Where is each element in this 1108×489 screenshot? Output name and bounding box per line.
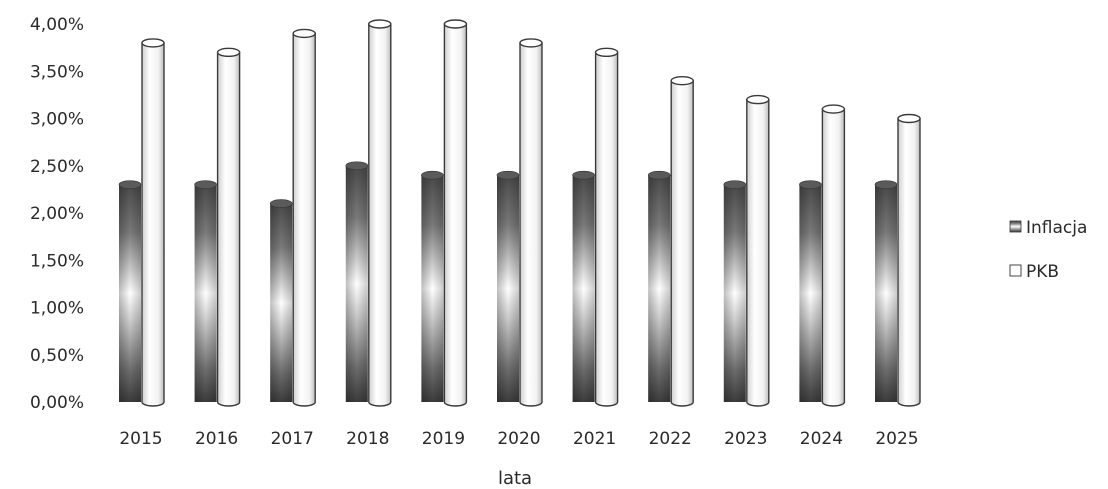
legend-item-inflacja: Inflacja: [1009, 218, 1087, 238]
bar-pkb-body: [443, 23, 468, 407]
bar-pkb-body: [594, 51, 619, 407]
bar-inflacja-shade: [572, 175, 595, 402]
y-tick-label: 2,00%: [30, 204, 84, 224]
bar-inflacja: [874, 180, 898, 402]
y-tick-label: 4,00%: [30, 15, 84, 35]
bar-inflacja-shade: [497, 175, 519, 402]
bar-inflacja: [194, 180, 217, 402]
bar-pkb: [292, 28, 316, 407]
bar-pkb-top: [141, 38, 165, 48]
bar-pkb: [670, 75, 694, 407]
bar-pkb: [216, 47, 241, 407]
legend-swatch-inflacja: [1009, 220, 1022, 233]
bar-inflacja-shade: [119, 184, 141, 402]
bar-pkb-top: [897, 113, 921, 124]
bar-pkb-body: [519, 42, 543, 407]
bar-inflacja-shade: [194, 184, 217, 402]
bar-inflacja: [647, 170, 671, 402]
x-tick-label: 2025: [875, 429, 918, 449]
legend: Inflacja PKB: [1009, 218, 1087, 282]
bar-pkb-top: [292, 28, 316, 39]
bar-inflacja-top: [118, 180, 142, 189]
bar-inflacja: [269, 199, 293, 402]
bar-inflacja: [799, 180, 822, 402]
y-axis: 0,00% 0,50% 1,00% 1,50% 2,00% 2,50% 3,00% 3,50%…: [30, 15, 84, 413]
bar-inflacja: [723, 180, 747, 402]
bar-pkb: [594, 47, 619, 407]
x-tick-label: 2022: [649, 429, 692, 449]
bar-inflacja-shade: [723, 184, 746, 402]
y-tick-label: 0,00%: [30, 393, 84, 413]
x-tick-label: 2017: [271, 429, 314, 449]
x-tick-label: 2018: [346, 429, 389, 449]
bar-pkb-body: [216, 51, 241, 407]
y-tick-label: 3,00%: [30, 110, 84, 130]
x-tick-label: 2021: [573, 429, 616, 449]
bar-inflacja-top: [874, 180, 898, 189]
bar-pkb-body: [292, 32, 316, 407]
y-tick-label: 1,00%: [30, 299, 84, 319]
bar-inflacja-shade: [648, 175, 671, 402]
bar-inflacja-top: [572, 170, 595, 180]
y-tick-label: 0,50%: [30, 346, 84, 366]
bar-pkb: [746, 94, 770, 407]
x-axis-title: lata: [498, 468, 532, 489]
bar-inflacja-shade: [421, 175, 444, 402]
legend-label-inflacja: Inflacja: [1026, 218, 1087, 238]
bar-pkb-top: [821, 104, 846, 114]
bar-inflacja-top: [421, 170, 444, 180]
bar-pkb-body: [746, 98, 770, 407]
bar-pkb: [897, 113, 921, 407]
bar-inflacja: [345, 161, 369, 402]
bar-inflacja-top: [647, 170, 671, 180]
bar-inflacja-top: [723, 180, 747, 189]
bar-pkb: [443, 19, 468, 407]
bar-pkb-body: [821, 108, 846, 407]
bar-inflacja-top: [496, 170, 520, 180]
bar-inflacja-top: [269, 199, 293, 208]
bar-pkb-top: [594, 47, 619, 58]
bar-pkb-top: [519, 38, 543, 48]
bar-inflacja-top: [799, 180, 822, 189]
bar-pkb-top: [670, 75, 694, 86]
y-tick-label: 1,50%: [30, 251, 84, 271]
bar-inflacja-top: [345, 161, 369, 171]
bar-pkb-body: [141, 42, 165, 407]
x-tick-label: 2020: [497, 429, 540, 449]
bar-pkb-top: [443, 19, 468, 29]
bar-pkb-top: [368, 19, 392, 29]
bar-inflacja-shade: [270, 203, 293, 402]
bar-pkb: [368, 19, 392, 407]
x-tick-label: 2015: [119, 429, 162, 449]
y-tick-label: 3,50%: [30, 62, 84, 82]
x-tick-label: 2019: [422, 429, 465, 449]
bar-pkb-body: [897, 117, 921, 407]
bar-inflacja-shade: [345, 165, 368, 402]
legend-item-pkb: PKB: [1009, 262, 1059, 282]
bar-inflacja: [118, 180, 142, 402]
legend-swatch-pkb: [1009, 264, 1022, 277]
bar-pkb: [519, 38, 543, 407]
legend-label-pkb: PKB: [1026, 262, 1059, 282]
x-tick-label: 2024: [800, 429, 843, 449]
x-tick-label: 2023: [724, 429, 767, 449]
bar-pkb-body: [670, 80, 694, 407]
bar-pkb-top: [216, 47, 241, 58]
bar-pkb: [821, 104, 846, 407]
bar-inflacja-shade: [875, 184, 897, 402]
bar-inflacja: [572, 170, 595, 402]
y-tick-label: 2,50%: [30, 157, 84, 177]
bar-inflacja: [421, 170, 444, 402]
bar-pkb-top: [746, 94, 770, 105]
bar-inflacja: [496, 170, 520, 402]
bar-inflacja-top: [194, 180, 217, 189]
x-axis: 2015 2016 2017 2018 2019 2020 2021 2022 2023 2024…: [119, 429, 918, 449]
x-tick-label: 2016: [195, 429, 238, 449]
bars: [118, 19, 921, 407]
bar-pkb: [141, 38, 165, 407]
bar-pkb-body: [368, 23, 392, 407]
bar-inflacja-shade: [799, 184, 822, 402]
